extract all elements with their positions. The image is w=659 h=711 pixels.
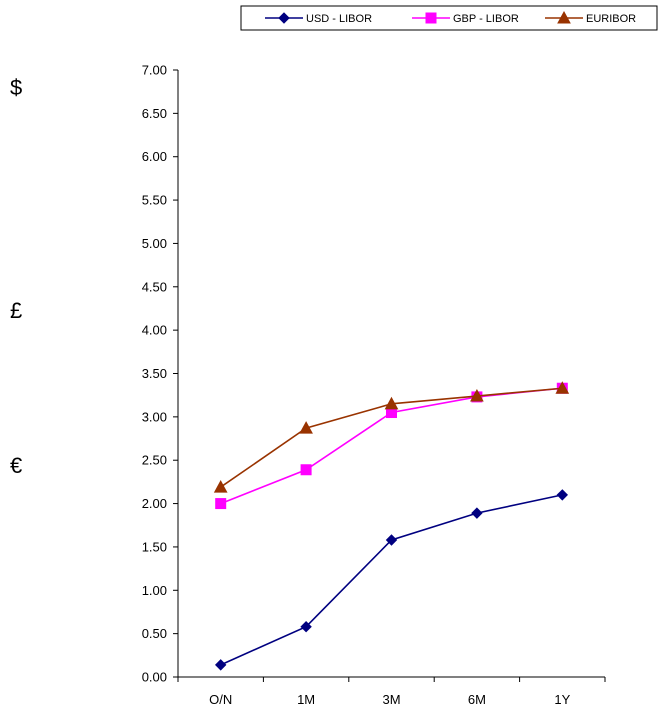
y-tick-label: 6.00 xyxy=(142,149,167,164)
data-point xyxy=(300,620,312,633)
y-tick-label: 2.00 xyxy=(142,496,167,511)
data-point xyxy=(385,534,398,546)
legend-label: GBP - LIBOR xyxy=(453,13,519,25)
chart-legend: USD - LIBOR GBP - LIBOR EURIBOR xyxy=(240,5,658,31)
series-0 xyxy=(214,489,569,671)
y-tick-label: 4.50 xyxy=(142,279,167,294)
euro-symbol: € xyxy=(10,453,23,478)
data-point xyxy=(384,396,399,410)
legend-label: USD - LIBOR xyxy=(306,13,372,25)
chart-series xyxy=(213,381,570,671)
y-tick-label: 5.50 xyxy=(142,193,167,208)
series-2 xyxy=(213,381,570,493)
y-tick-label: 1.00 xyxy=(142,583,167,598)
y-tick-label: 2.50 xyxy=(142,453,167,468)
y-tick-label: 7.00 xyxy=(142,63,167,78)
x-tick-label: 3M xyxy=(382,692,400,707)
chart-axes: 0.00 0.50 1.00 1.50 2.00 2.50 3.00 3.50 4.00 4.50… xyxy=(142,63,606,707)
data-point xyxy=(471,507,483,519)
legend-marker xyxy=(278,12,290,24)
data-point xyxy=(556,489,569,501)
data-point xyxy=(214,659,227,671)
pound-symbol: £ xyxy=(10,298,23,323)
legend-marker xyxy=(425,12,437,24)
dollar-symbol: $ xyxy=(10,75,23,100)
data-point xyxy=(215,498,227,510)
y-tick-label: 0.00 xyxy=(142,670,167,685)
data-point xyxy=(299,421,313,434)
x-tick-label: 1M xyxy=(297,692,315,707)
data-point xyxy=(470,389,484,402)
y-tick-label: 0.50 xyxy=(142,626,167,641)
x-tick-label: 6M xyxy=(468,692,486,707)
x-tick-label: 1Y xyxy=(554,692,570,707)
x-tick-label: O/N xyxy=(209,692,232,707)
y-tick-label: 6.50 xyxy=(142,106,167,121)
y-tick-label: 5.00 xyxy=(142,236,167,251)
y-tick-label: 3.00 xyxy=(142,409,167,424)
series-line xyxy=(220,494,563,666)
data-point xyxy=(555,381,570,394)
data-point xyxy=(300,464,312,476)
data-point xyxy=(213,480,228,493)
legend-label: EURIBOR xyxy=(586,13,636,25)
y-tick-label: 1.50 xyxy=(142,539,167,554)
y-tick-label: 3.50 xyxy=(142,366,167,381)
legend-marker xyxy=(557,10,571,24)
y-tick-label: 4.00 xyxy=(142,323,167,338)
